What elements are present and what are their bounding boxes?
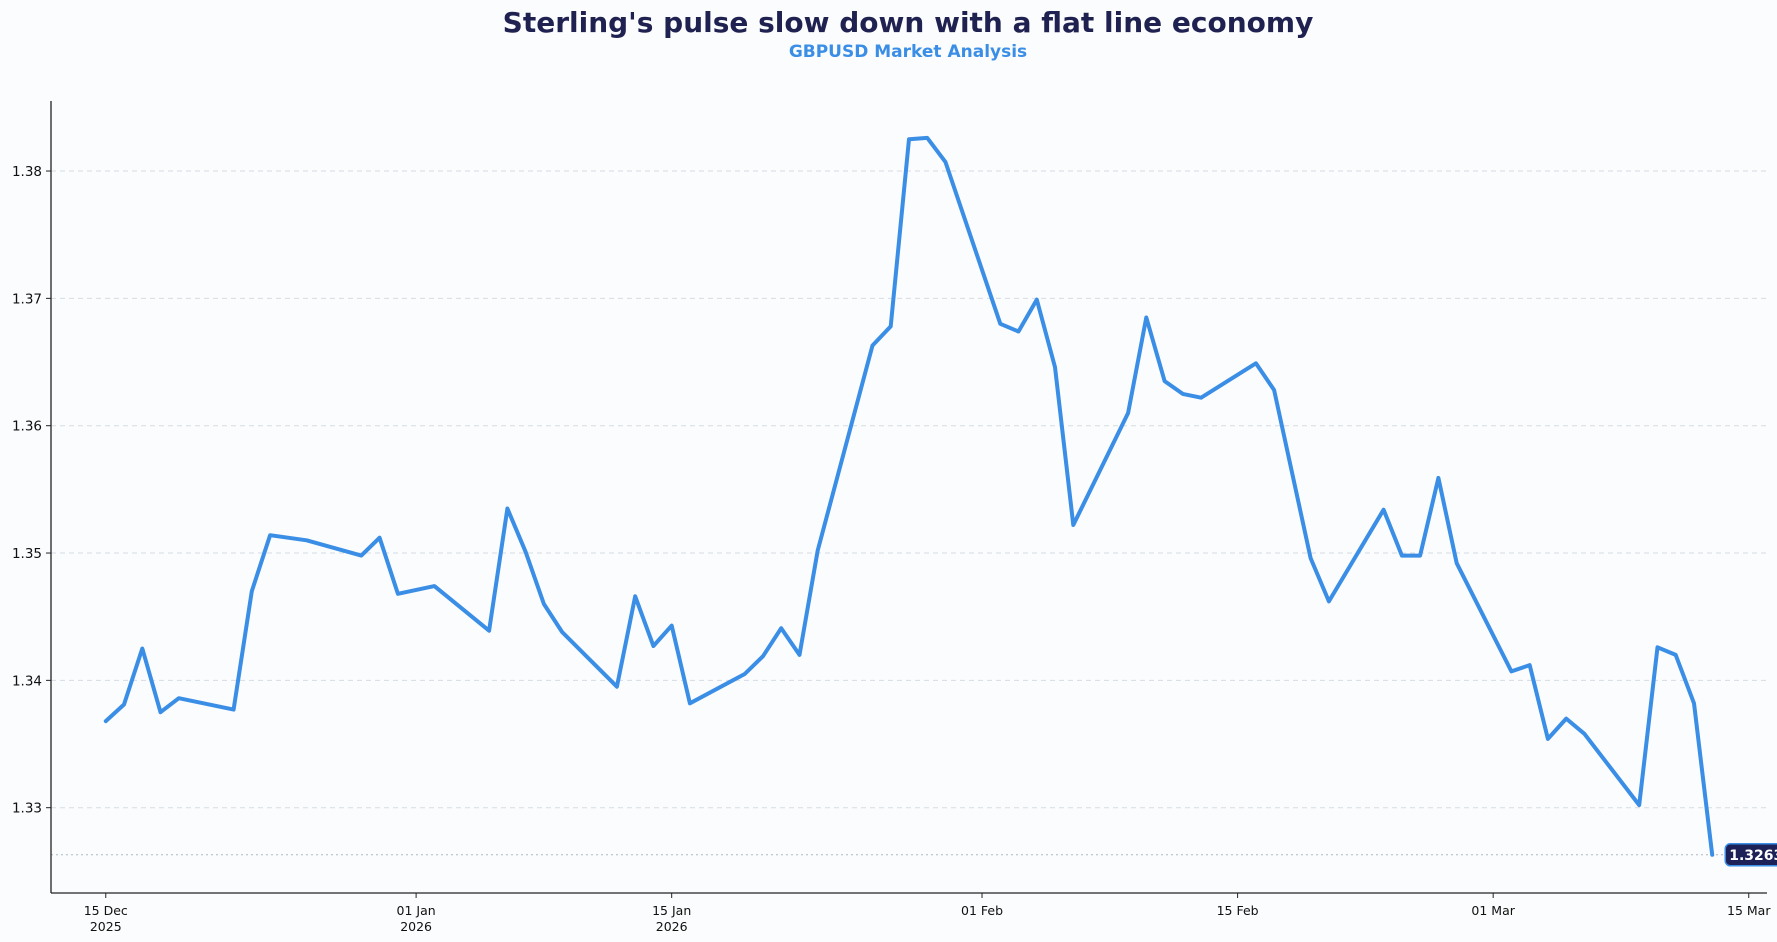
- chart-subtitle: GBPUSD Market Analysis: [789, 42, 1027, 62]
- x-tick-label: 15 Jan: [652, 903, 691, 918]
- y-tick-label: 1.36: [12, 419, 42, 435]
- last-value-label: 1.3263: [1729, 848, 1777, 864]
- x-tick-label: 15 Mar: [1727, 903, 1771, 918]
- x-tick-label: 01 Feb: [961, 903, 1003, 918]
- last-value-badge-bg: [1724, 843, 1777, 867]
- y-tick-label: 1.37: [12, 291, 42, 307]
- y-axis-ticks: 1.33 1.34 1.35 1.36 1.37 1.38: [12, 164, 51, 817]
- x-tick-label: 15 Feb: [1217, 903, 1259, 918]
- y-tick-label: 1.34: [12, 673, 42, 689]
- x-tick-label: 01 Jan: [397, 903, 436, 918]
- x-tick-year-label: 2025: [90, 919, 122, 934]
- x-tick-year-label: 2026: [400, 919, 432, 934]
- y-tick-label: 1.38: [12, 164, 42, 180]
- x-tick-label: 15 Dec: [84, 903, 128, 918]
- y-tick-label: 1.35: [12, 546, 42, 562]
- last-value-badge: 1.3263: [1724, 843, 1777, 867]
- x-tick-label: 01 Mar: [1471, 903, 1515, 918]
- y-tick-label: 1.33: [12, 801, 42, 817]
- gridlines: [51, 170, 1767, 809]
- x-tick-year-label: 2026: [656, 919, 688, 934]
- chart-title: Sterling's pulse slow down with a flat l…: [503, 6, 1314, 39]
- series-line-gbpusd: [103, 135, 1715, 857]
